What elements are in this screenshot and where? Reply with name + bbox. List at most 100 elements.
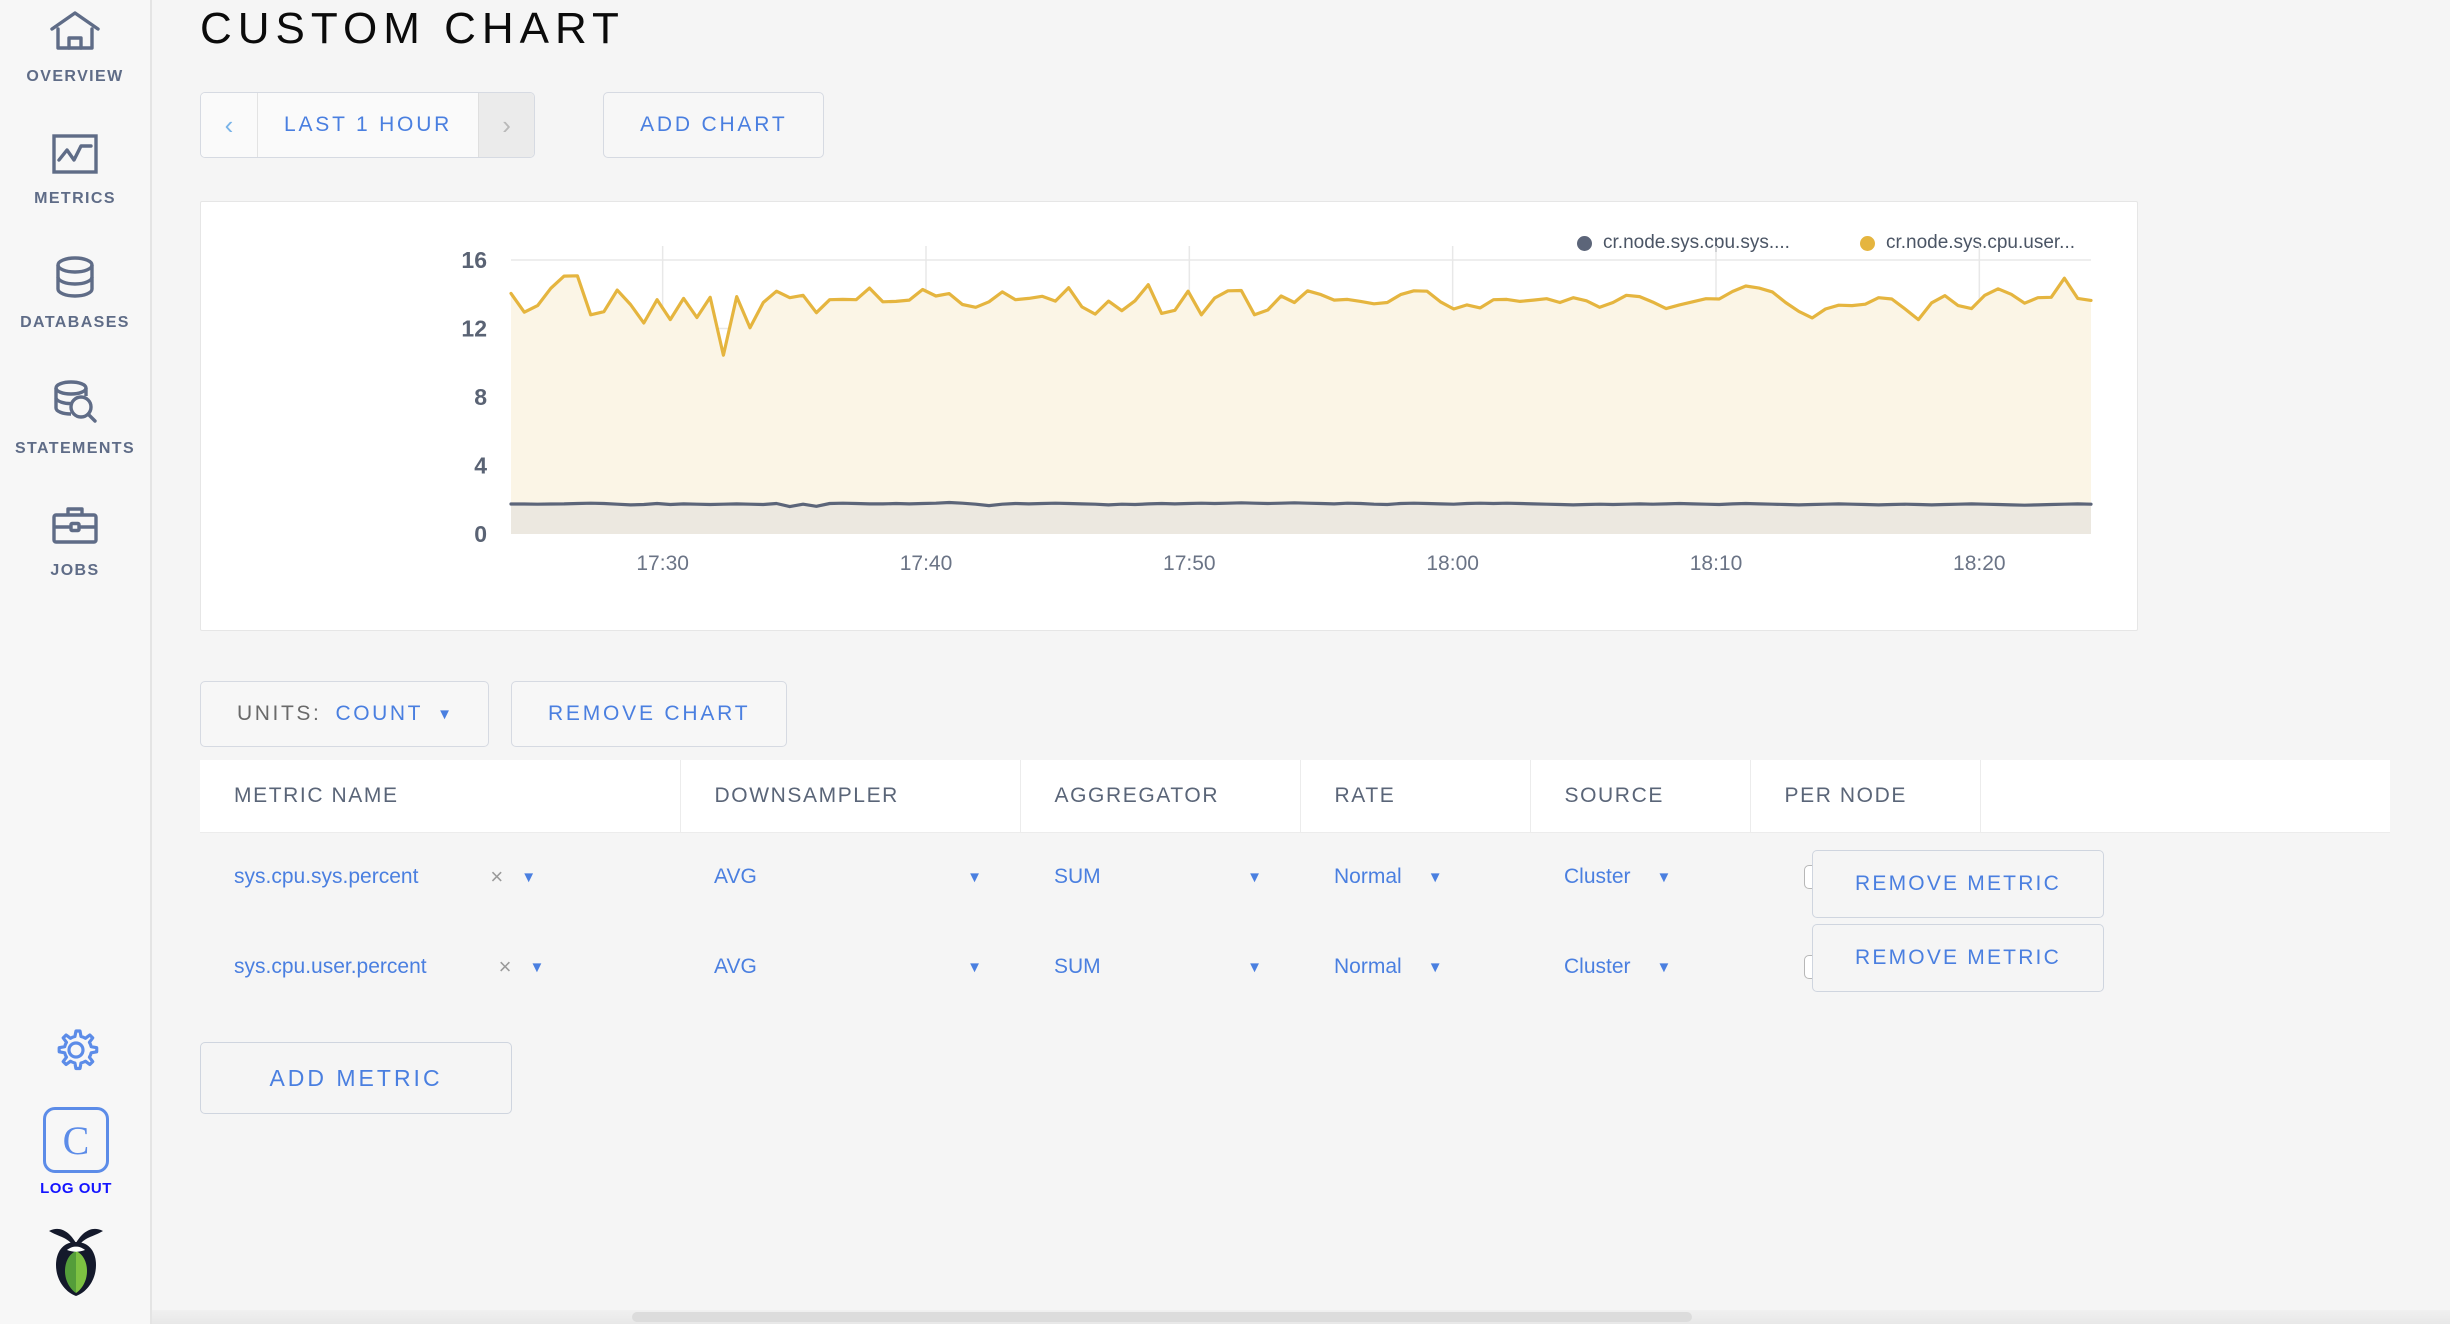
briefcase-icon (49, 504, 101, 553)
logout-glyph: C (62, 1117, 90, 1163)
legend-color-dot (1577, 235, 1593, 251)
svg-text:16: 16 (461, 247, 487, 273)
column-header-rate: RATE (1300, 760, 1531, 833)
chevron-down-icon[interactable]: ▼ (967, 868, 982, 886)
cell-downsampler[interactable]: AVG ▼ (680, 832, 1020, 922)
units-value: COUNT (335, 702, 424, 725)
main-content: CUSTOM CHART ‹ LAST 1 HOUR › ADD CHART c… (152, 0, 2450, 1324)
cell-metric-name[interactable]: sys.cpu.user.percent × ▼ (200, 922, 680, 1012)
page-title: CUSTOM CHART (200, 4, 625, 53)
time-prev-button[interactable]: ‹ (201, 93, 257, 157)
svg-text:18:00: 18:00 (1426, 552, 1479, 575)
cockroach-logo-icon (43, 1223, 109, 1302)
source-value: Cluster (1564, 865, 1631, 889)
chevron-down-icon[interactable]: ▼ (1427, 958, 1443, 976)
chart-plot[interactable]: 17:30 17:40 17:50 18:00 18:10 18:20 0 4 8 12 16 (201, 202, 2139, 632)
source-value: Cluster (1564, 955, 1631, 978)
column-header-aggregator: AGGREGATOR (1020, 760, 1301, 833)
sidebar-item-jobs[interactable]: JOBS (0, 504, 151, 580)
cell-aggregator[interactable]: SUM ▼ (1020, 922, 1300, 1012)
downsampler-value: AVG (714, 955, 757, 978)
logout-button[interactable]: C (43, 1107, 109, 1173)
cell-source[interactable]: Cluster ▼ (1530, 922, 1750, 1012)
clear-icon[interactable]: × (490, 864, 504, 890)
svg-text:18:10: 18:10 (1690, 552, 1743, 575)
column-header-downsampler: DOWNSAMPLER (680, 760, 1021, 833)
time-next-button[interactable]: › (478, 93, 535, 157)
scrollbar-thumb[interactable] (632, 1312, 1692, 1322)
rate-value: Normal (1334, 865, 1402, 889)
chevron-down-icon[interactable]: ▼ (1656, 958, 1672, 976)
chevron-down-icon[interactable]: ▼ (529, 958, 545, 976)
sidebar-item-metrics[interactable]: METRICS (0, 132, 151, 208)
chevron-down-icon[interactable]: ▼ (521, 868, 537, 886)
sidebar-item-databases[interactable]: DATABASES (0, 254, 151, 332)
cell-rate[interactable]: Normal ▼ (1300, 922, 1530, 1012)
aggregator-value: SUM (1054, 955, 1101, 978)
remove-metric-button[interactable]: REMOVE METRIC (1812, 850, 2104, 918)
chart-settings-row: UNITS: COUNT ▼ REMOVE CHART (152, 631, 2450, 747)
sidebar-item-label: JOBS (50, 562, 100, 579)
clear-icon[interactable]: × (498, 954, 512, 979)
legend-label: cr.node.sys.cpu.sys.... (1603, 232, 1790, 253)
column-header-per-node: PER NODE (1750, 760, 1981, 833)
chevron-down-icon[interactable]: ▼ (1427, 868, 1443, 886)
metric-name-value[interactable]: sys.cpu.user.percent (234, 955, 427, 978)
horizontal-scrollbar[interactable] (152, 1310, 2450, 1324)
sidebar-item-overview[interactable]: OVERVIEW (0, 8, 151, 86)
chevron-down-icon[interactable]: ▼ (1247, 958, 1262, 976)
chart-legend: cr.node.sys.cpu.sys.... cr.node.sys.cpu.… (1577, 232, 2075, 254)
rate-value: Normal (1334, 955, 1402, 978)
sidebar-bottom: C LOG OUT (0, 1024, 152, 1324)
toolbar: ‹ LAST 1 HOUR › ADD CHART (152, 54, 2450, 158)
add-chart-button[interactable]: ADD CHART (603, 92, 825, 158)
svg-text:17:50: 17:50 (1163, 552, 1216, 575)
units-label: UNITS: (237, 702, 322, 725)
svg-text:4: 4 (474, 453, 487, 479)
table-header-row: METRIC NAME DOWNSAMPLER AGGREGATOR RATE … (200, 760, 2390, 833)
cell-aggregator[interactable]: SUM ▼ (1020, 832, 1300, 922)
time-range-label[interactable]: LAST 1 HOUR (257, 93, 478, 157)
remove-chart-button[interactable]: REMOVE CHART (510, 681, 788, 747)
chevron-down-icon[interactable]: ▼ (1656, 868, 1672, 886)
svg-text:17:40: 17:40 (900, 552, 953, 575)
svg-text:17:30: 17:30 (636, 552, 689, 575)
svg-text:12: 12 (461, 316, 487, 342)
column-header-source: SOURCE (1530, 760, 1751, 833)
legend-color-dot (1859, 235, 1875, 251)
legend-item[interactable]: cr.node.sys.cpu.user... (1859, 232, 2075, 254)
sidebar-item-label: STATEMENTS (14, 440, 136, 457)
svg-text:0: 0 (474, 521, 487, 547)
cell-metric-name[interactable]: sys.cpu.sys.percent × ▼ (200, 832, 680, 922)
metric-name-value[interactable]: sys.cpu.sys.percent (234, 865, 419, 889)
chart-icon (50, 132, 100, 181)
chevron-down-icon[interactable]: ▼ (1247, 868, 1262, 886)
sidebar-item-statements[interactable]: STATEMENTS (0, 378, 151, 458)
add-metric-button[interactable]: ADD METRIC (200, 1042, 512, 1114)
gear-icon[interactable] (50, 1024, 102, 1081)
home-icon (48, 8, 102, 59)
remove-metric-button[interactable]: REMOVE METRIC (1812, 924, 2104, 992)
cell-downsampler[interactable]: AVG ▼ (680, 922, 1020, 1012)
units-dropdown[interactable]: UNITS: COUNT ▼ (200, 681, 489, 747)
sidebar-item-label: OVERVIEW (26, 68, 124, 85)
chart-card: cr.node.sys.cpu.sys.... cr.node.sys.cpu.… (200, 201, 2138, 631)
chevron-down-icon: ▼ (437, 705, 452, 723)
svg-text:8: 8 (474, 384, 487, 410)
chevron-down-icon[interactable]: ▼ (967, 958, 982, 976)
logout-label: LOG OUT (40, 1180, 112, 1197)
database-search-icon (49, 378, 101, 431)
legend-item[interactable]: cr.node.sys.cpu.sys.... (1577, 232, 1790, 254)
sidebar-item-label: DATABASES (20, 314, 130, 331)
sidebar-item-label: METRICS (34, 190, 116, 207)
sidebar: OVERVIEW METRICS DATABASES STATEMENTS JO (0, 0, 152, 1324)
time-range-selector: ‹ LAST 1 HOUR › (200, 92, 536, 158)
metric-table-wrapper: METRIC NAME DOWNSAMPLER AGGREGATOR RATE … (200, 760, 2390, 1012)
cell-source[interactable]: Cluster ▼ (1530, 832, 1750, 922)
column-header-actions (1980, 760, 2390, 833)
table-row: sys.cpu.sys.percent × ▼ AVG ▼ SUM ▼ Normal ▼ Clus… (200, 832, 2390, 922)
downsampler-value: AVG (714, 865, 757, 889)
cell-rate[interactable]: Normal ▼ (1300, 832, 1530, 922)
database-icon (50, 254, 100, 305)
